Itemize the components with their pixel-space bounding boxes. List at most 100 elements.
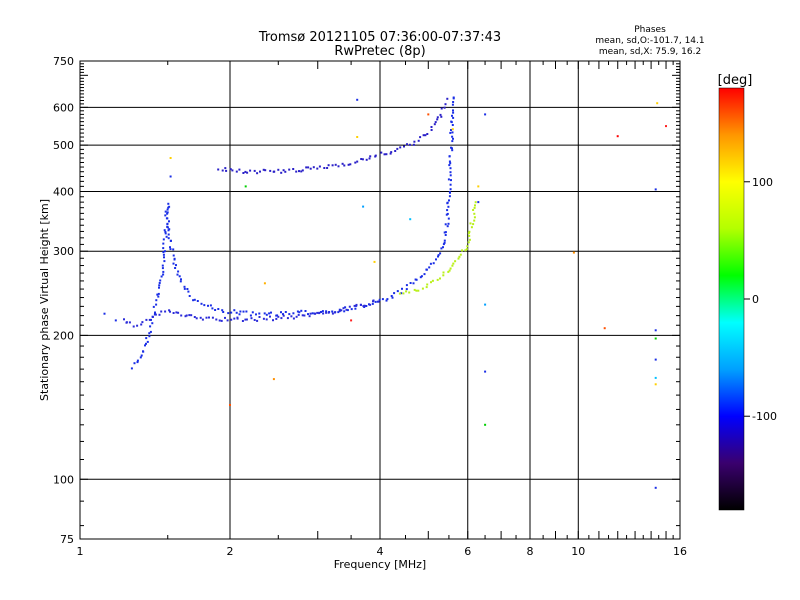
data-point [276, 314, 279, 317]
data-point [311, 312, 314, 315]
data-point [256, 319, 259, 322]
data-point [140, 354, 143, 357]
data-point [172, 254, 175, 257]
data-point [244, 170, 247, 173]
data-point [361, 158, 364, 161]
data-point [241, 320, 244, 322]
data-point [408, 143, 411, 146]
data-point [447, 205, 450, 208]
data-point [230, 318, 233, 321]
data-point [309, 167, 312, 170]
data-point [433, 123, 436, 126]
data-point [195, 317, 198, 320]
data-point [473, 219, 476, 222]
data-point [448, 199, 450, 202]
data-point [258, 312, 261, 315]
data-point [303, 314, 306, 317]
data-point [654, 188, 657, 191]
data-point [211, 307, 214, 310]
data-point [665, 125, 667, 128]
data-point [372, 299, 375, 302]
data-point [227, 312, 230, 315]
data-point [451, 264, 454, 267]
data-point [142, 350, 144, 353]
data-point [176, 273, 179, 276]
data-point [128, 321, 131, 324]
data-point [308, 315, 311, 318]
x-tick-label: 16 [673, 545, 687, 558]
data-point [272, 378, 275, 381]
phases-x-stats: mean, sd,X: 75.9, 16.2 [599, 47, 701, 57]
data-point [235, 170, 238, 173]
data-point [249, 169, 252, 172]
data-point [419, 276, 422, 279]
data-point [150, 318, 152, 321]
data-point [474, 201, 477, 204]
data-point [424, 134, 427, 137]
data-point [454, 260, 457, 263]
data-point [440, 247, 443, 250]
y-tick-label: 500 [53, 139, 74, 152]
data-point [304, 310, 307, 312]
data-point [307, 166, 310, 169]
data-point [345, 308, 348, 311]
data-point [277, 315, 280, 318]
data-point [350, 308, 353, 311]
data-point [437, 254, 440, 257]
data-point [362, 305, 365, 308]
data-point [245, 318, 248, 321]
data-point [203, 304, 206, 307]
data-point [162, 242, 165, 245]
colorbar-tick-label: 100 [752, 176, 773, 189]
data-point [396, 147, 399, 150]
data-point [305, 166, 308, 169]
data-point [451, 131, 454, 134]
data-point [338, 310, 341, 313]
data-point [472, 223, 475, 226]
data-point [446, 212, 449, 215]
x-tick-label: 2 [227, 545, 234, 558]
data-point [229, 404, 231, 406]
data-point [326, 167, 329, 169]
data-point [465, 248, 468, 251]
data-point [156, 293, 159, 296]
data-point [245, 310, 248, 313]
data-point [199, 316, 202, 319]
data-point [406, 143, 408, 146]
data-point [443, 231, 446, 234]
data-point [484, 370, 487, 373]
data-point [451, 103, 454, 106]
data-point [350, 319, 353, 322]
data-point [399, 146, 402, 149]
colorbar-tick-label: 0 [752, 293, 759, 306]
y-tick-label: 300 [53, 245, 74, 258]
data-point [133, 362, 136, 365]
data-point [158, 286, 160, 289]
data-point [169, 246, 171, 249]
data-point [451, 135, 454, 138]
data-point [282, 313, 284, 316]
data-point [349, 163, 352, 166]
data-point [426, 133, 429, 135]
data-point [224, 167, 227, 170]
data-point [301, 169, 304, 172]
data-point [226, 319, 229, 322]
data-point [288, 313, 291, 316]
data-point [217, 168, 220, 171]
data-point [439, 277, 441, 280]
data-point [473, 206, 476, 209]
data-point [451, 124, 454, 126]
data-point [205, 316, 208, 319]
data-point [448, 164, 451, 167]
data-point [280, 171, 283, 174]
data-point [473, 216, 476, 219]
data-point [603, 327, 606, 330]
data-point [430, 126, 433, 128]
data-point [323, 167, 326, 169]
data-point [362, 205, 365, 208]
data-point [430, 281, 432, 284]
data-point [272, 319, 274, 322]
data-point [155, 299, 158, 302]
data-point [154, 313, 157, 316]
data-point [448, 155, 451, 158]
